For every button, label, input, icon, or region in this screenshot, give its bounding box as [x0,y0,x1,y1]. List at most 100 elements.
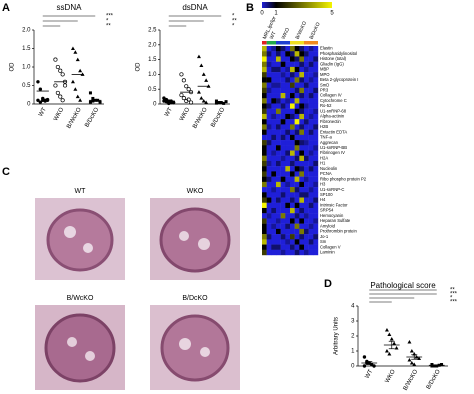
heat-cell [304,197,309,203]
y-tick-label: 1.5 [22,46,31,52]
heat-cell [280,234,286,240]
heat-cell [294,140,300,146]
heat-cell [262,160,267,167]
heat-cell [294,72,300,78]
heat-cell [304,234,309,240]
row-label: Aggrecan [320,140,339,145]
heat-cell [285,239,291,245]
heat-cell [280,124,286,130]
panel-label: D [324,278,332,290]
heat-cell [290,46,295,52]
significance-label: ** [450,288,455,294]
heat-cell [271,66,277,73]
heat-cell [308,176,314,183]
micrograph [150,198,240,280]
heat-cell [294,197,300,203]
point [362,355,367,359]
heat-cell [308,223,314,230]
heat-cell [313,51,319,57]
heat-cell [299,108,305,115]
heat-cell [308,181,314,188]
heat-cell [280,176,286,183]
heat-cell [262,187,267,193]
heat-cell [266,202,272,209]
heat-cell [285,93,291,99]
heat-cell [308,46,314,52]
heat-cell [262,234,267,240]
y-tick-label: 2.0 [22,28,31,34]
heat-cell [294,51,300,57]
heat-cell [290,72,295,78]
heat-cell [262,181,267,188]
heat-cell [271,249,277,256]
heat-cell [299,56,305,62]
heat-cell [313,192,319,198]
point [63,83,68,88]
point [384,328,389,332]
heat-cell [262,202,267,209]
heat-cell [262,150,267,156]
heat-cell [262,113,267,120]
significance-label: * [232,24,235,30]
row-label: H3 [320,182,326,187]
heat-cell [304,124,309,130]
heat-cell [262,124,267,130]
heat-cell [304,56,309,62]
heat-cell [308,124,314,130]
heat-cell [276,166,281,172]
row-label: Heparan Sulfate [320,218,351,223]
heat-cell [276,46,281,52]
heat-cell [304,134,309,141]
point [407,340,412,344]
point [409,349,414,353]
point [224,100,228,104]
heat-cell [308,239,314,245]
heat-cell [262,155,267,162]
heat-cell [285,187,291,193]
point [88,100,92,104]
heat-cell [262,176,267,183]
heat-cell [280,202,286,209]
heat-cell [290,197,295,203]
y-tick-label: 1.0 [148,72,157,78]
heat-cell [294,202,300,209]
x-tick-label: WT [38,106,48,117]
point [214,101,218,105]
row-label: Prothrombin protein [320,229,357,234]
heat-cell [304,202,309,209]
x-tick-label: WT [364,368,374,379]
heat-cell [276,150,281,156]
heat-cell [280,249,286,256]
heat-cell [280,223,286,230]
heat-cell [294,93,300,99]
heat-cell [290,181,295,188]
heat-cell [294,56,300,62]
heat-cell [285,82,291,88]
heat-cell [271,234,277,240]
heat-cell [313,93,319,99]
point [58,68,63,73]
heat-cell [276,187,281,193]
heat-cell [299,202,305,209]
point [362,364,367,368]
heat-cell [285,108,291,115]
heat-cell [285,244,291,250]
row-label: MBP [320,67,329,72]
row-label: Fibrinogen IV [320,150,345,155]
heat-cell [271,223,277,230]
y-tick-label: 2.5 [148,28,157,34]
point [171,100,176,105]
heat-cell [313,244,319,250]
heat-cell [290,160,295,167]
row-label: Collagen V [320,244,341,249]
heat-cell [266,66,272,73]
heat-cell [276,77,281,83]
heat-cell [299,98,305,104]
heat-cell [299,187,305,193]
heat-cell [285,249,291,256]
heat-cell [290,140,295,146]
heat-cell [290,77,295,83]
heat-cell [285,72,291,78]
heat-cell [299,119,305,125]
